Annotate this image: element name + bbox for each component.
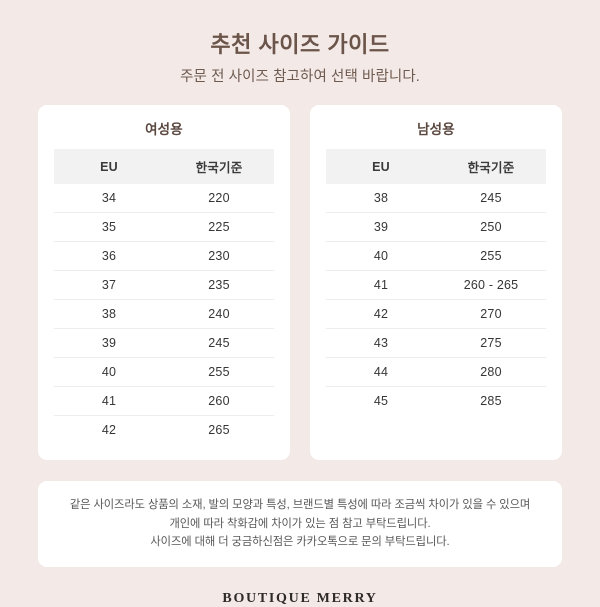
- table-header-row: EU 한국기준: [54, 149, 274, 185]
- cell-kr: 260 - 265: [436, 270, 546, 301]
- mens-card-title: 남성용: [417, 122, 455, 138]
- cell-eu: 43: [326, 328, 436, 359]
- table-row: 43 275: [326, 328, 546, 359]
- table-row: 38 240: [54, 299, 274, 330]
- cell-kr: 245: [164, 328, 274, 359]
- cell-eu: 36: [54, 241, 164, 272]
- table-row: 39 245: [54, 328, 274, 359]
- table-row: 34 220: [54, 184, 274, 214]
- column-header-kr: 한국기준: [164, 149, 274, 185]
- cell-eu: 38: [326, 184, 436, 214]
- column-header-eu: EU: [326, 149, 436, 185]
- column-header-eu: EU: [54, 149, 164, 185]
- note-line-2: 개인에 따라 착화감에 차이가 있는 점 참고 부탁드립니다.: [169, 517, 431, 530]
- table-row: 39 250: [326, 212, 546, 243]
- mens-table-body: 38 245 39 250 40 255 41 260 - 265: [326, 184, 546, 415]
- cell-kr: 220: [164, 184, 274, 214]
- cell-kr: 270: [436, 299, 546, 330]
- mens-size-card: 남성용 EU 한국기준 38 245 39 250: [310, 105, 562, 461]
- cell-kr: 255: [436, 241, 546, 272]
- cell-kr: 255: [164, 357, 274, 388]
- table-row: 45 285: [326, 387, 546, 416]
- womens-table-body: 34 220 35 225 36 230 37 235: [54, 184, 274, 444]
- page-header: 추천 사이즈 가이드 주문 전 사이즈 참고하여 선택 바랍니다.: [0, 0, 600, 86]
- cell-kr: 285: [480, 394, 502, 409]
- table-row: 41 260 - 265: [326, 270, 546, 301]
- note-line-1: 같은 사이즈라도 상품의 소재, 발의 모양과 특성, 브랜드별 특성에 따라 …: [69, 499, 531, 512]
- cell-eu: 41: [326, 270, 436, 301]
- cell-kr: 265: [208, 423, 230, 438]
- table-row: 35 225: [54, 212, 274, 243]
- cell-kr: 225: [164, 212, 274, 243]
- cell-eu: 42: [326, 299, 436, 330]
- table-row: 41 260: [54, 386, 274, 417]
- table-row: 42 270: [326, 299, 546, 330]
- cell-eu: 45: [373, 394, 389, 409]
- table-row: 44 280: [326, 357, 546, 388]
- womens-card-title: 여성용: [145, 122, 183, 138]
- cell-eu: 40: [54, 357, 164, 388]
- cell-kr: 275: [436, 328, 546, 359]
- cell-eu: 40: [326, 241, 436, 272]
- cell-eu: 39: [54, 328, 164, 359]
- table-row: 42 265: [54, 416, 274, 445]
- column-header-kr: 한국기준: [436, 149, 546, 185]
- cell-kr: 250: [436, 212, 546, 243]
- cell-eu: 37: [54, 270, 164, 301]
- cell-eu: 38: [54, 299, 164, 330]
- table-header-row: EU 한국기준: [326, 149, 546, 185]
- table-row: 37 235: [54, 270, 274, 301]
- page-subtitle: 주문 전 사이즈 참고하여 선택 바랍니다.: [180, 68, 420, 85]
- table-row: 40 255: [54, 357, 274, 388]
- cell-eu: 39: [326, 212, 436, 243]
- womens-size-card: 여성용 EU 한국기준 34 220 35 225: [38, 105, 290, 461]
- table-row: 40 255: [326, 241, 546, 272]
- table-row: 38 245: [326, 184, 546, 214]
- cell-kr: 260: [164, 386, 274, 417]
- cell-eu: 42: [101, 423, 117, 438]
- cell-kr: 235: [164, 270, 274, 301]
- cell-kr: 230: [164, 241, 274, 272]
- cell-eu: 44: [326, 357, 436, 388]
- page-title: 추천 사이즈 가이드: [210, 32, 390, 57]
- cell-eu: 41: [54, 386, 164, 417]
- table-row: 36 230: [54, 241, 274, 272]
- note-line-3: 사이즈에 대해 더 궁금하신점은 카카오톡으로 문의 부탁드립니다.: [150, 535, 450, 548]
- brand-name: BOUTIQUE MERRY: [222, 591, 378, 607]
- cell-kr: 280: [436, 357, 546, 388]
- womens-size-table: EU 한국기준 34 220 35 225 36 230: [54, 149, 274, 444]
- cell-eu: 34: [54, 184, 164, 214]
- size-tables-container: 여성용 EU 한국기준 34 220 35 225: [38, 105, 562, 461]
- cell-kr: 245: [436, 184, 546, 214]
- cell-eu: 35: [54, 212, 164, 243]
- mens-size-table: EU 한국기준 38 245 39 250 40 255: [326, 149, 546, 415]
- cell-kr: 240: [164, 299, 274, 330]
- size-note-card: 같은 사이즈라도 상품의 소재, 발의 모양과 특성, 브랜드별 특성에 따라 …: [38, 481, 562, 568]
